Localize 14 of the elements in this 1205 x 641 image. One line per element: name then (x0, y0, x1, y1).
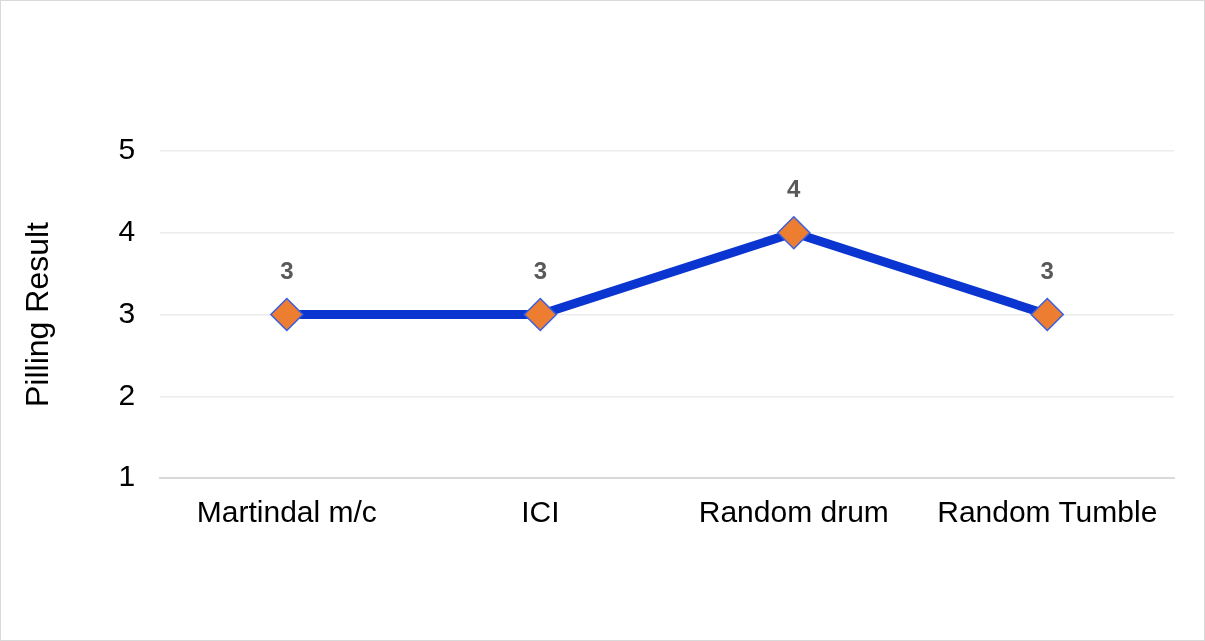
x-tick-label: Martindal m/c (196, 495, 377, 529)
x-tick-label: Random Tumble (937, 495, 1158, 529)
data-label: 3 (533, 257, 547, 285)
y-tick-label: 4 (118, 214, 136, 248)
y-tick-label: 3 (118, 295, 136, 329)
y-tick-label: 5 (118, 132, 136, 166)
data-label: 4 (787, 175, 802, 203)
data-label: 3 (1040, 257, 1054, 285)
y-tick-label: 1 (118, 459, 136, 493)
y-tick-label: 2 (118, 377, 136, 411)
y-axis-title: Pilling Result (19, 221, 56, 407)
x-tick-label: ICI (521, 495, 560, 529)
x-tick-label: Random drum (698, 495, 889, 529)
data-label: 3 (280, 257, 294, 285)
